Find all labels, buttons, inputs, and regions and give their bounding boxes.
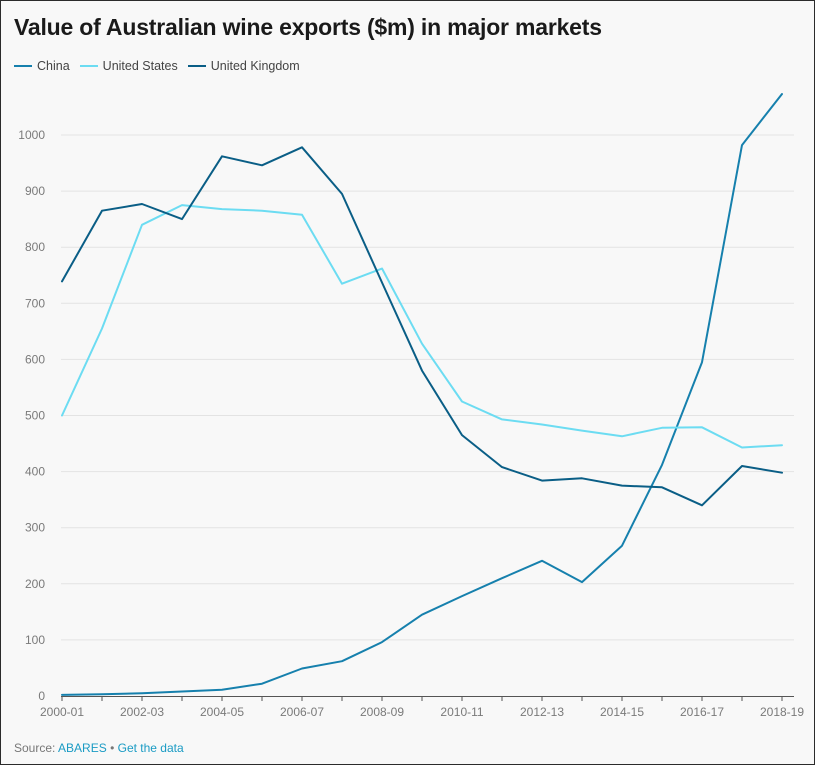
footer: Source: ABARES • Get the data (14, 741, 184, 755)
x-tick-label: 2010-11 (440, 705, 483, 719)
y-tick-label: 300 (25, 521, 45, 535)
y-tick-label: 200 (25, 577, 45, 591)
x-tick-label: 2014-15 (600, 705, 644, 719)
legend: China United States United Kingdom (14, 59, 310, 73)
x-tick-label: 2012-13 (520, 705, 564, 719)
legend-swatch-united-states (79, 65, 98, 67)
y-tick-label: 700 (25, 296, 45, 310)
x-tick-label: 2016-17 (680, 705, 724, 719)
footer-separator: • (110, 741, 115, 755)
legend-label-united-states: United States (102, 59, 178, 73)
x-tick-label: 2004-05 (200, 705, 244, 719)
y-tick-label: 400 (25, 465, 45, 479)
x-tick-label: 2008-09 (360, 705, 404, 719)
legend-item-united-states[interactable]: United States (79, 59, 178, 73)
y-tick-label: 1000 (18, 128, 45, 142)
legend-swatch-china (14, 65, 32, 67)
legend-label-united-kingdom: United Kingdom (210, 59, 300, 73)
y-tick-label: 500 (25, 409, 45, 423)
y-tick-label: 0 (38, 689, 45, 703)
series-line-united-kingdom (61, 146, 783, 507)
series-line-united-states (61, 204, 783, 449)
legend-item-united-kingdom[interactable]: United Kingdom (187, 59, 300, 73)
series-line-china (61, 93, 783, 696)
y-tick-label: 800 (25, 240, 45, 254)
x-tick-label: 2018-19 (760, 705, 804, 719)
legend-item-china[interactable]: China (14, 59, 70, 73)
x-tick-label: 2000-01 (40, 705, 84, 719)
source-label: Source: (14, 741, 56, 755)
legend-label-china: China (37, 59, 70, 73)
y-tick-label: 900 (25, 184, 45, 198)
y-tick-label: 100 (25, 633, 45, 647)
x-tick-label: 2002-03 (120, 705, 164, 719)
get-data-link[interactable]: Get the data (117, 741, 184, 755)
y-tick-label: 600 (25, 352, 45, 366)
chart-title: Value of Australian wine exports ($m) in… (14, 14, 602, 40)
source-link[interactable]: ABARES (58, 741, 107, 755)
x-tick-label: 2006-07 (280, 705, 324, 719)
legend-swatch-united-kingdom (187, 65, 206, 67)
